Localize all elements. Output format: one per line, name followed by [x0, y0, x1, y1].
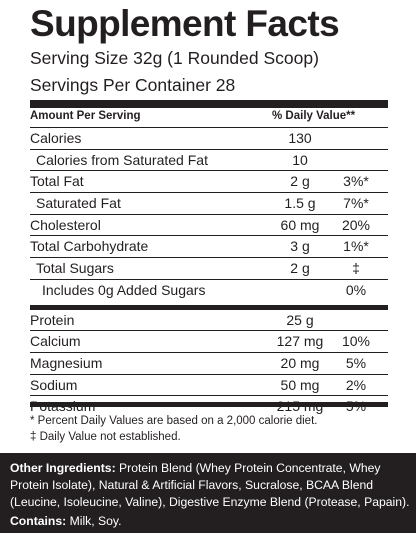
nutrient-daily-value: ‡ — [352, 260, 360, 277]
nutrient-name: Total Sugars — [36, 260, 114, 277]
other-ingredients-text: Protein Blend (Whey Protein Concentrate,… — [10, 461, 410, 510]
contains-text: Milk, Soy. — [66, 514, 122, 528]
nutrient-daily-value: 7%* — [343, 195, 369, 212]
nutrient-name: Cholesterol — [30, 216, 101, 233]
nutrient-row-sodium: Sodium 50 mg 2% — [30, 373, 388, 396]
nutrient-amount: 25 g — [286, 311, 314, 328]
nutrient-amount: 1.5 g — [284, 195, 316, 212]
nutrient-row-calories: Calories 130 — [30, 127, 388, 149]
nutrient-name: Saturated Fat — [36, 195, 121, 212]
daily-value-header: % Daily Value** — [272, 110, 356, 122]
nutrient-daily-value: 0% — [345, 281, 367, 298]
nutrient-row-total-carbohydrate: Total Carbohydrate 3 g 1%* — [30, 235, 388, 257]
nutrient-table: Calories 130 Calories from Saturated Fat… — [30, 127, 388, 417]
nutrient-amount: 50 mg — [280, 376, 320, 393]
nutrient-name: Includes 0g Added Sugars — [42, 281, 206, 298]
nutrient-row-added-sugars: Includes 0g Added Sugars 0% — [30, 278, 388, 301]
nutrient-row-total-sugars: Total Sugars 2 g ‡ — [30, 257, 388, 279]
divider-thick-bottom — [30, 402, 388, 407]
nutrient-name: Calories from Saturated Fat — [36, 151, 208, 168]
footnote-not-established: ‡ Daily Value not established. — [30, 431, 181, 443]
divider-thick-top — [30, 100, 388, 108]
nutrient-row-calcium: Calcium 127 mg 10% — [30, 330, 388, 352]
nutrient-amount: 10 — [292, 151, 308, 168]
nutrient-row-calories-sat-fat: Calories from Saturated Fat 10 — [30, 148, 388, 171]
nutrient-row-saturated-fat: Saturated Fat 1.5 g 7%* — [30, 192, 388, 214]
nutrient-daily-value: 1%* — [343, 238, 369, 255]
servings-per-container: Servings Per Container 28 — [30, 75, 236, 95]
nutrient-amount: 130 — [288, 130, 312, 146]
nutrient-row-protein: Protein 25 g — [30, 304, 388, 331]
nutrient-name: Calories — [30, 130, 82, 146]
nutrient-name: Total Carbohydrate — [30, 238, 149, 255]
nutrient-daily-value: 10% — [341, 333, 371, 350]
nutrient-amount: 2 g — [290, 260, 310, 277]
amount-per-serving-header: Amount Per Serving — [30, 110, 141, 122]
ingredients-box: Other Ingredients: Protein Blend (Whey P… — [0, 453, 416, 533]
nutrient-row-magnesium: Magnesium 20 mg 5% — [30, 351, 388, 374]
nutrient-daily-value: 3%* — [343, 173, 369, 190]
nutrient-name: Magnesium — [30, 354, 103, 371]
nutrient-name: Sodium — [30, 376, 78, 393]
nutrient-daily-value: 5% — [345, 354, 367, 371]
other-ingredients: Other Ingredients: Protein Blend (Whey P… — [10, 460, 410, 512]
nutrient-daily-value: 2% — [345, 376, 367, 393]
nutrient-amount: 20 mg — [280, 354, 320, 371]
contains-line: Contains: Milk, Soy. — [10, 513, 122, 529]
nutrient-amount: 3 g — [290, 238, 310, 255]
contains-label: Contains: — [10, 514, 67, 528]
nutrient-daily-value: 20% — [341, 216, 371, 233]
nutrient-row-cholesterol: Cholesterol 60 mg 20% — [30, 213, 388, 236]
nutrient-name: Total Fat — [30, 173, 84, 190]
other-ingredients-label: Other Ingredients: — [10, 461, 116, 475]
nutrient-name: Protein — [30, 311, 75, 328]
footnote-daily-values: * Percent Daily Values are based on a 2,… — [30, 415, 318, 427]
nutrient-name: Calcium — [30, 333, 81, 350]
panel-title: Supplement Facts — [30, 3, 340, 44]
nutrient-amount: 2 g — [290, 173, 310, 190]
nutrient-amount: 60 mg — [280, 216, 320, 233]
nutrient-row-total-fat: Total Fat 2 g 3%* — [30, 170, 388, 192]
table-header: Amount Per Serving % Daily Value** — [30, 108, 388, 125]
nutrient-amount: 127 mg — [276, 333, 324, 350]
serving-size: Serving Size 32g (1 Rounded Scoop) — [30, 48, 319, 68]
